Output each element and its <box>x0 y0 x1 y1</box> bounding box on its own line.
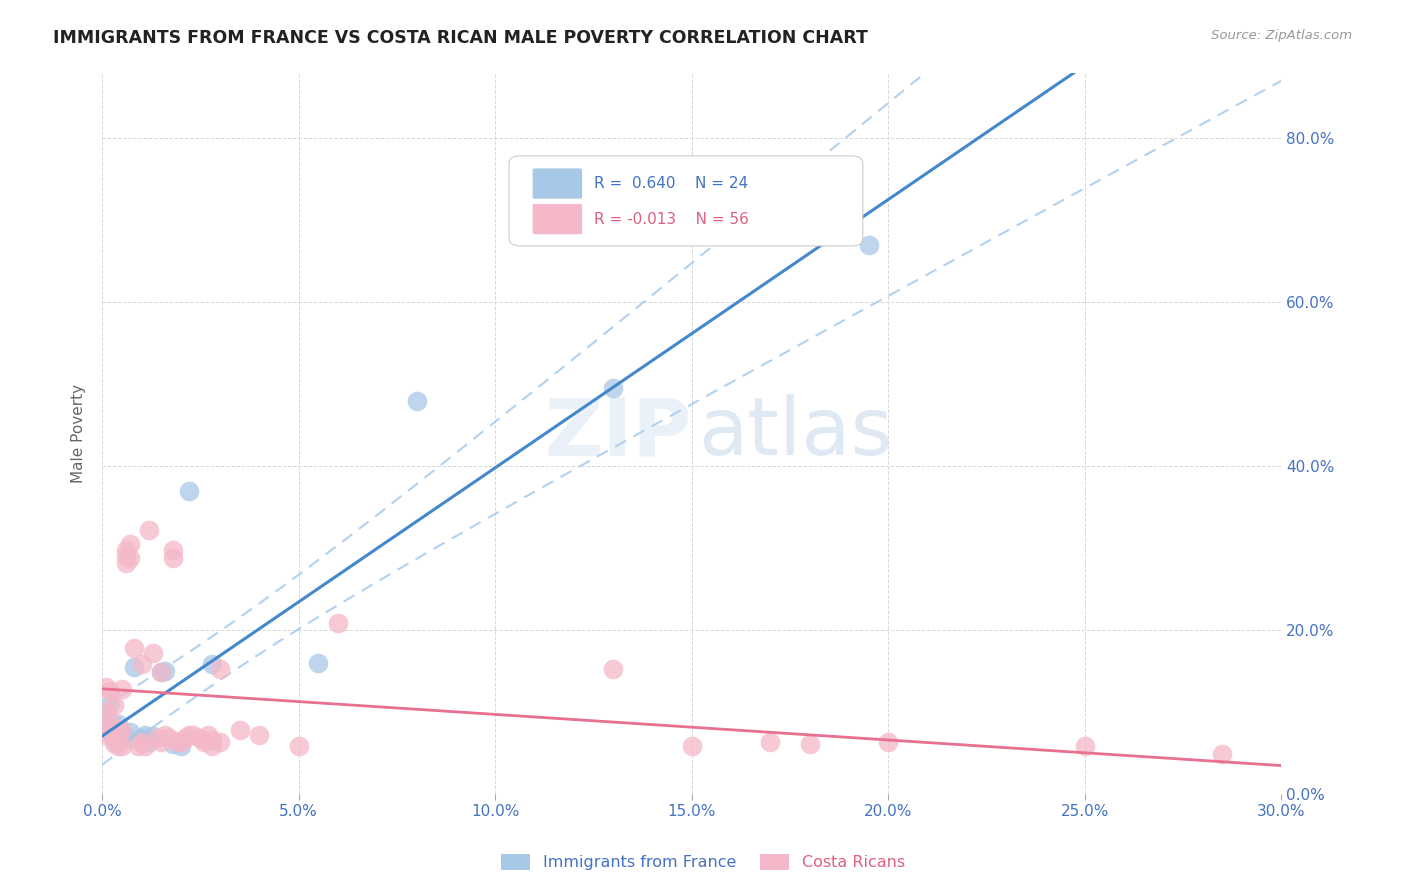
Point <box>111 681 134 696</box>
Point <box>118 725 141 739</box>
Point <box>103 698 125 713</box>
Point <box>287 739 309 753</box>
Point <box>193 735 215 749</box>
Point <box>249 728 271 742</box>
Text: atlas: atlas <box>697 394 891 472</box>
Point <box>111 728 134 742</box>
Point <box>150 735 173 749</box>
Y-axis label: Male Poverty: Male Poverty <box>72 384 86 483</box>
Point <box>209 735 232 749</box>
Point <box>209 662 232 676</box>
Point <box>162 738 184 752</box>
Point <box>94 728 117 742</box>
Point <box>103 736 125 750</box>
Point <box>201 657 224 672</box>
FancyBboxPatch shape <box>509 156 863 246</box>
Point <box>103 731 125 745</box>
Point <box>138 523 160 537</box>
Point <box>177 483 200 498</box>
Point <box>190 731 212 745</box>
Point <box>170 739 193 753</box>
Point <box>127 733 149 747</box>
Point <box>1074 739 1097 753</box>
Point <box>162 550 184 565</box>
Point <box>138 735 160 749</box>
Point <box>858 238 880 252</box>
Point <box>181 728 204 742</box>
Point <box>134 728 156 742</box>
Point <box>229 723 252 737</box>
Point <box>197 728 219 742</box>
Point <box>602 662 624 676</box>
Point <box>98 725 121 739</box>
Point <box>107 717 129 731</box>
Point <box>150 665 173 680</box>
Point <box>103 731 125 745</box>
Point <box>157 731 180 745</box>
Point <box>173 731 195 745</box>
Point <box>326 616 349 631</box>
Text: ZIP: ZIP <box>544 394 692 472</box>
Point <box>1211 747 1233 762</box>
Point <box>153 728 176 742</box>
Text: Source: ZipAtlas.com: Source: ZipAtlas.com <box>1212 29 1353 42</box>
Point <box>94 680 117 694</box>
Point <box>107 739 129 753</box>
Text: R = -0.013    N = 56: R = -0.013 N = 56 <box>593 211 749 227</box>
Legend: Immigrants from France, Costa Ricans: Immigrants from France, Costa Ricans <box>495 848 911 877</box>
Point <box>142 646 165 660</box>
Point <box>114 731 136 745</box>
Text: R =  0.640    N = 24: R = 0.640 N = 24 <box>593 176 748 191</box>
Point <box>127 739 149 753</box>
Point <box>94 705 117 719</box>
Point <box>111 739 134 753</box>
Point <box>150 665 173 680</box>
Point <box>98 697 121 711</box>
Point <box>877 735 900 749</box>
Point <box>122 659 145 673</box>
Point <box>153 664 176 678</box>
Point <box>118 550 141 565</box>
Point <box>134 739 156 753</box>
Point <box>759 735 782 749</box>
Point <box>201 739 224 753</box>
Point <box>114 549 136 563</box>
Point <box>114 542 136 557</box>
Point <box>799 738 821 752</box>
Text: IMMIGRANTS FROM FRANCE VS COSTA RICAN MALE POVERTY CORRELATION CHART: IMMIGRANTS FROM FRANCE VS COSTA RICAN MA… <box>53 29 869 46</box>
Point <box>201 732 224 747</box>
Point <box>142 729 165 743</box>
Point <box>131 657 153 672</box>
Point <box>122 640 145 655</box>
Point <box>98 713 121 727</box>
Point <box>166 735 188 749</box>
Point <box>405 393 427 408</box>
FancyBboxPatch shape <box>533 169 582 199</box>
Point <box>681 739 703 753</box>
Point <box>162 542 184 557</box>
Point <box>307 656 329 670</box>
Point <box>111 723 134 737</box>
Point <box>118 537 141 551</box>
Point <box>146 731 169 745</box>
Point <box>98 723 121 737</box>
Point <box>170 735 193 749</box>
Point <box>98 684 121 698</box>
Point <box>602 381 624 395</box>
Point <box>114 556 136 570</box>
Point <box>131 731 153 745</box>
Point <box>107 723 129 737</box>
Point <box>177 728 200 742</box>
Point <box>131 735 153 749</box>
Point <box>94 708 117 723</box>
FancyBboxPatch shape <box>533 204 582 235</box>
